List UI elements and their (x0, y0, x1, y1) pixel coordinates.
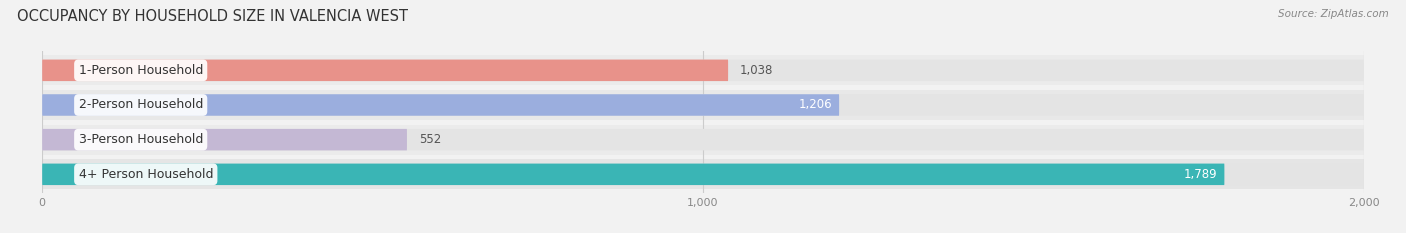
Text: Source: ZipAtlas.com: Source: ZipAtlas.com (1278, 9, 1389, 19)
Text: 4+ Person Household: 4+ Person Household (79, 168, 214, 181)
FancyBboxPatch shape (42, 129, 1364, 151)
Bar (42, 90, 1364, 120)
Text: 3-Person Household: 3-Person Household (79, 133, 202, 146)
Text: 1,206: 1,206 (799, 99, 832, 112)
Text: 552: 552 (419, 133, 441, 146)
Bar (42, 125, 1364, 154)
Text: OCCUPANCY BY HOUSEHOLD SIZE IN VALENCIA WEST: OCCUPANCY BY HOUSEHOLD SIZE IN VALENCIA … (17, 9, 408, 24)
Text: 1-Person Household: 1-Person Household (79, 64, 202, 77)
Bar (42, 159, 1364, 189)
FancyBboxPatch shape (42, 164, 1364, 185)
FancyBboxPatch shape (42, 94, 839, 116)
Bar (42, 55, 1364, 85)
Text: 1,789: 1,789 (1184, 168, 1218, 181)
FancyBboxPatch shape (42, 60, 728, 81)
Text: 1,038: 1,038 (740, 64, 773, 77)
FancyBboxPatch shape (42, 129, 406, 151)
Text: 2-Person Household: 2-Person Household (79, 99, 202, 112)
FancyBboxPatch shape (42, 94, 1364, 116)
FancyBboxPatch shape (42, 60, 1364, 81)
FancyBboxPatch shape (42, 164, 1225, 185)
